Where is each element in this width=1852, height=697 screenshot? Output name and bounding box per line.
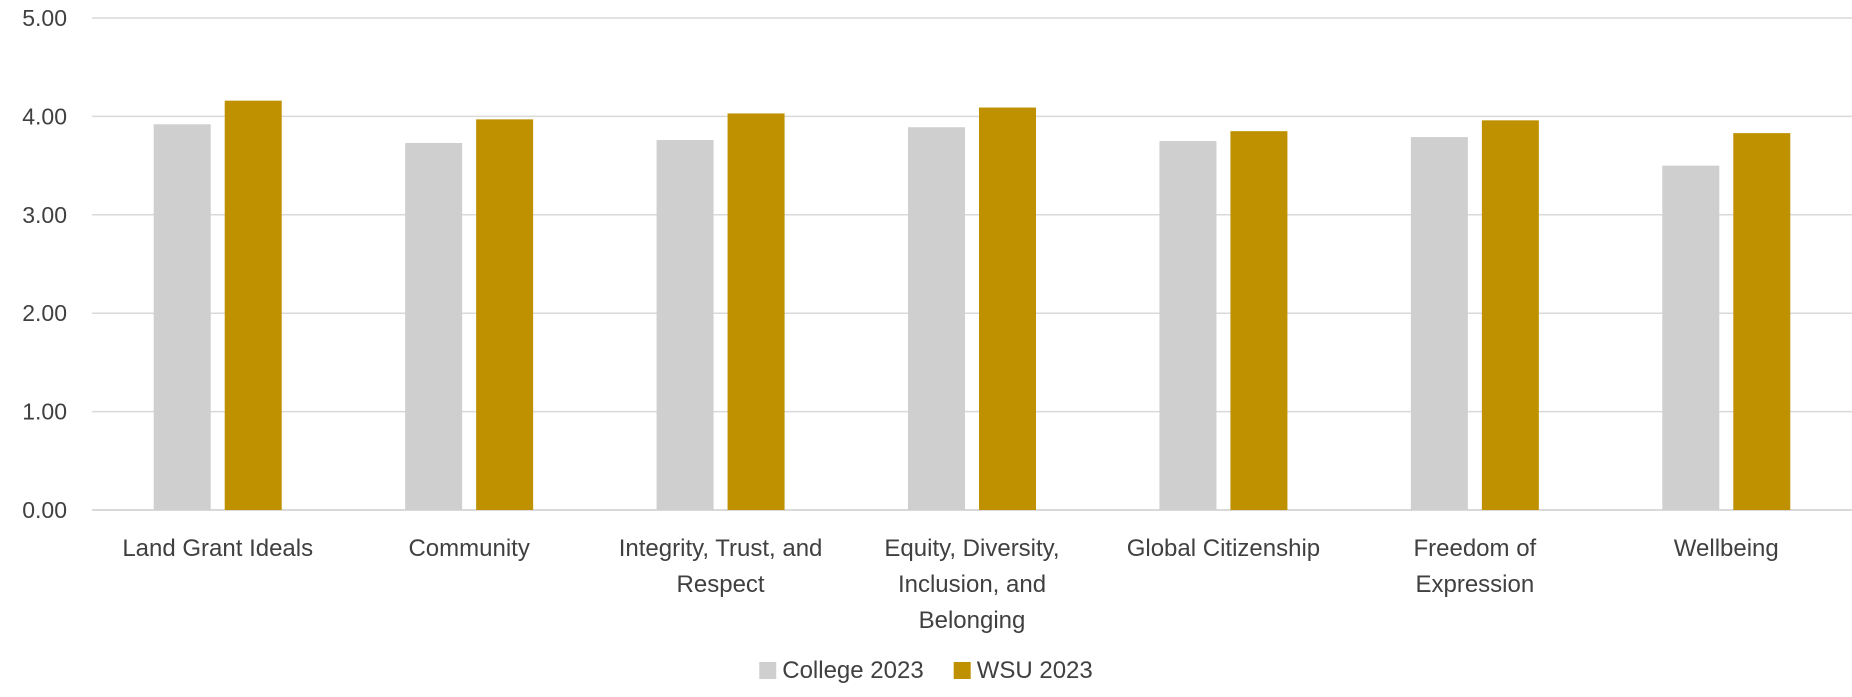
legend-label: College 2023	[782, 657, 923, 684]
bar-wsu-2023	[1230, 131, 1288, 510]
legend-swatch	[759, 662, 777, 679]
x-category-label: Belonging	[919, 607, 1026, 634]
bar-wsu-2023	[224, 100, 282, 510]
x-category-label: Integrity, Trust, and	[619, 535, 823, 562]
y-tick-label: 4.00	[22, 103, 67, 129]
bar-college-2023	[908, 127, 965, 510]
bar-wsu-2023	[727, 113, 785, 510]
x-category-label: Wellbeing	[1674, 535, 1779, 562]
bar-college-2023	[656, 140, 714, 511]
x-category-label: Community	[408, 535, 529, 562]
y-tick-label: 2.00	[22, 300, 67, 326]
x-category-label: Land Grant Ideals	[122, 535, 313, 562]
bar-college-2023	[1662, 165, 1720, 510]
x-category-label: Respect	[677, 571, 765, 598]
x-category-label: Expression	[1415, 571, 1534, 598]
bar-wsu-2023	[1733, 133, 1791, 511]
y-tick-label: 1.00	[22, 399, 67, 425]
y-tick-label: 0.00	[22, 497, 67, 523]
bar-college-2023	[1159, 141, 1217, 510]
bar-college-2023	[405, 142, 463, 510]
x-category-label: Inclusion, and	[898, 571, 1046, 598]
bar-college-2023	[153, 124, 211, 510]
bar-wsu-2023	[979, 107, 1036, 510]
x-category-label: Equity, Diversity,	[884, 535, 1059, 562]
x-category-label: Global Citizenship	[1127, 535, 1320, 562]
y-tick-label: 5.00	[22, 5, 67, 31]
bar-wsu-2023	[476, 119, 534, 511]
legend-label: WSU 2023	[977, 657, 1093, 684]
y-tick-label: 3.00	[22, 202, 67, 228]
bar-college-2023	[1410, 137, 1468, 510]
bar-wsu-2023	[1481, 120, 1539, 510]
legend-swatch	[953, 662, 971, 679]
x-category-label: Freedom of	[1413, 535, 1536, 562]
